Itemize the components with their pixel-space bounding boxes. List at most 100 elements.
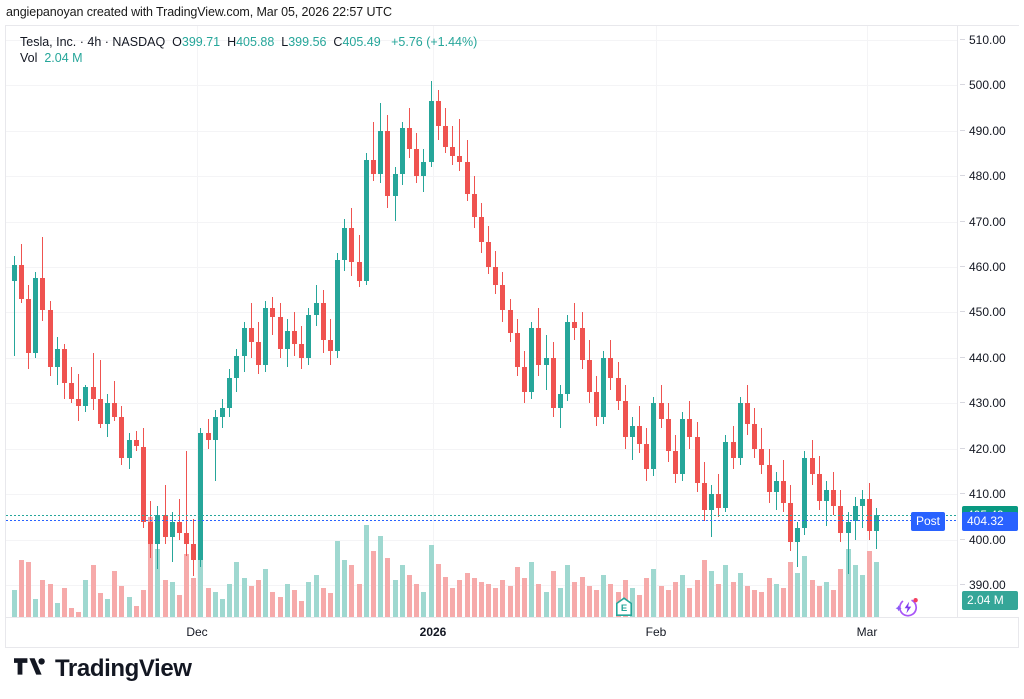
volume-bar — [18, 559, 24, 617]
candle-body — [874, 514, 880, 531]
candle-body — [522, 367, 527, 392]
candle-wick — [214, 410, 216, 481]
candle-body — [90, 387, 96, 399]
volume-bar — [572, 582, 578, 617]
candle-body — [97, 398, 103, 424]
candle-body — [658, 403, 664, 420]
volume-bar — [392, 580, 398, 617]
candle-body — [831, 489, 837, 506]
volume-bar — [514, 567, 520, 617]
price-axis-tick-dash — [960, 84, 965, 86]
candle-body — [263, 307, 269, 365]
volume-bar — [119, 585, 125, 617]
volume-bar — [421, 591, 427, 617]
volume-bar — [795, 572, 801, 617]
price-axis-tick-dash — [960, 265, 965, 267]
candle-body — [212, 417, 218, 440]
volume-bar — [680, 574, 686, 617]
candle-body — [773, 480, 779, 492]
volume-bar — [859, 574, 865, 617]
legend-change-value: +5.76 (+1.44%) — [391, 35, 478, 49]
candle-body — [852, 505, 858, 522]
candle-body — [493, 266, 499, 286]
candle-body — [514, 332, 520, 367]
volume-bar — [263, 569, 269, 617]
candle-body — [248, 328, 254, 342]
price-axis-tick-dash — [960, 220, 965, 222]
candle-body — [184, 532, 190, 545]
volume-bar — [399, 565, 405, 617]
candle-body — [766, 464, 772, 492]
legend-volume-row: Vol 2.04 M — [20, 50, 477, 66]
legend-low-label: L — [281, 35, 289, 49]
volume-bar — [25, 561, 31, 617]
candle-wick — [710, 485, 712, 538]
candle-body — [637, 426, 642, 445]
candle-body — [435, 101, 441, 126]
legend-ohlc-row: Tesla, Inc. · 4h · NASDAQ O 399.71 H 405.8… — [20, 34, 477, 50]
candle-body — [356, 262, 362, 281]
candle-body — [407, 128, 412, 149]
volume-bar — [723, 565, 729, 617]
volume-bar — [306, 582, 312, 617]
candle-body — [241, 328, 247, 356]
time-axis[interactable]: Dec 2026 Feb Mar — [5, 618, 1019, 648]
candle-body — [615, 378, 621, 401]
candle-body — [313, 303, 319, 315]
candle-body — [816, 473, 822, 502]
legend-volume-value: 2.04 M — [44, 51, 83, 65]
candle-body — [399, 128, 405, 174]
candle-body — [457, 155, 463, 163]
volume-bar — [701, 559, 707, 617]
legend-close-value: 405.49 — [342, 35, 381, 49]
volume-bar — [90, 565, 96, 617]
volume-bar — [874, 562, 880, 617]
volume-bar — [802, 556, 808, 617]
volume-bar — [33, 598, 39, 617]
volume-bar — [105, 598, 110, 617]
grid-line-horizontal — [6, 39, 957, 41]
candle-body — [651, 403, 657, 470]
earnings-marker-icon[interactable]: E — [615, 597, 633, 617]
price-axis-tick: 400.00 — [960, 534, 1006, 546]
volume-bar — [471, 578, 477, 617]
candle-body — [593, 392, 599, 417]
candle-body — [284, 330, 290, 349]
volume-bar — [522, 578, 527, 617]
candle-body — [687, 419, 693, 438]
grid-line-vertical — [656, 26, 657, 617]
volume-bar — [637, 595, 642, 617]
volume-bar — [148, 517, 154, 617]
volume-bar — [299, 600, 305, 617]
candle-body — [572, 321, 578, 329]
candle-body — [708, 494, 714, 511]
volume-bar — [457, 580, 463, 617]
candle-body — [673, 451, 678, 474]
volume-badge[interactable]: 2.04 M — [962, 591, 1018, 610]
candle-wick — [358, 235, 360, 288]
volume-bar — [593, 589, 599, 617]
volume-bar — [579, 576, 585, 617]
volume-bar — [234, 561, 240, 617]
attribution-text: angiepanoyan created with TradingView.co… — [6, 5, 392, 19]
price-axis-tick: 460.00 — [960, 261, 1006, 273]
price-axis-tick-dash — [960, 311, 965, 313]
ai-lightning-icon[interactable] — [894, 595, 920, 617]
volume-bar — [788, 561, 793, 617]
volume-bar — [694, 580, 700, 617]
candle-body — [234, 355, 240, 379]
candle-body — [291, 330, 297, 345]
volume-bar — [356, 584, 362, 617]
post-price-badge[interactable]: 404.32 — [962, 512, 1018, 532]
price-axis-tick: 470.00 — [960, 216, 1006, 228]
candle-body — [486, 241, 491, 267]
volume-bar — [140, 589, 146, 617]
candle-wick — [13, 255, 15, 356]
volume-bar — [450, 587, 456, 617]
volume-bar — [565, 565, 571, 617]
price-axis[interactable]: 510.00 500.00 490.00 480.00 470.00 460.00 450.… — [957, 26, 1019, 617]
candle-body — [76, 398, 82, 406]
candle-body — [859, 498, 865, 506]
chart-pane[interactable]: Post E Tesla, Inc. · 4h · NASDAQ O 399.71… — [6, 26, 957, 617]
volume-bar — [809, 580, 815, 617]
